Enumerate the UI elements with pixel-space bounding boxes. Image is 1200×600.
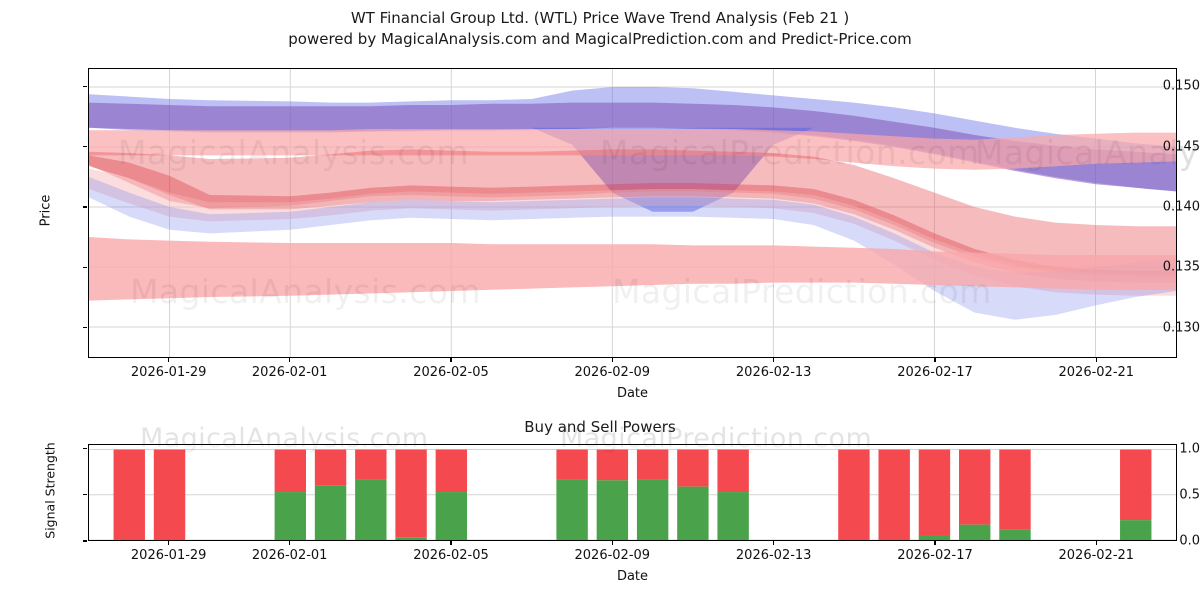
price-xtick-mark <box>934 358 936 362</box>
signal-chart-title: Buy and Sell Powers <box>524 418 676 436</box>
signal-ytick-label: 0.0 <box>1179 533 1200 549</box>
signal-axis-label-y: Signal Strength <box>42 441 58 539</box>
price-xtick-mark <box>611 358 613 362</box>
price-xtick-mark <box>773 358 775 362</box>
signal-xtick-label: 2026-02-05 <box>413 548 489 563</box>
price-ytick-mark <box>83 85 87 87</box>
signal-ytick-mark <box>83 448 87 450</box>
signal-xtick-mark <box>1095 541 1097 545</box>
signal-axis-label-x: Date <box>616 569 649 584</box>
signal-xtick-label: 2026-01-29 <box>130 548 207 563</box>
price-xtick-label: 2026-02-09 <box>574 365 651 380</box>
signal-xtick-mark <box>934 541 936 545</box>
signal-ytick-mark <box>83 540 87 542</box>
signal-xtick-mark <box>773 541 775 545</box>
signal-xtick-label: 2026-02-09 <box>574 548 651 563</box>
signal-xtick-label: 2026-02-13 <box>735 548 812 563</box>
price-xtick-mark <box>168 358 170 362</box>
price-xtick-label: 2026-02-13 <box>735 365 812 380</box>
price-xtick-mark <box>1095 358 1097 362</box>
signal-xtick-label: 2026-02-21 <box>1058 548 1135 563</box>
price-band-svg <box>89 69 1176 357</box>
price-xtick-label: 2026-02-21 <box>1058 365 1135 380</box>
signal-xtick-label: 2026-02-17 <box>897 548 973 563</box>
signal-xtick-mark <box>168 541 170 545</box>
signal-xtick-mark <box>611 541 613 545</box>
signal-xtick-mark <box>289 541 291 545</box>
price-ytick-mark <box>83 206 87 208</box>
price-ytick-label: 0.145 <box>1162 139 1200 154</box>
price-axis-label-x: Date <box>616 386 649 401</box>
price-xtick-label: 2026-02-17 <box>897 365 973 380</box>
price-xtick-label: 2026-02-05 <box>413 365 489 380</box>
price-xtick-mark <box>289 358 291 362</box>
price-ytick-label: 0.140 <box>1162 199 1200 215</box>
signal-ytick-label: 0.5 <box>1179 487 1200 503</box>
price-xtick-label: 2026-02-01 <box>251 365 328 380</box>
price-ytick-label: 0.135 <box>1162 259 1200 275</box>
buy-sell-powers-plot-area <box>88 444 1177 541</box>
price-ytick-mark <box>83 266 87 268</box>
signal-ytick-label: 1.0 <box>1179 441 1200 457</box>
page-title: WT Financial Group Ltd. (WTL) Price Wave… <box>350 9 850 27</box>
price-xtick-mark <box>450 358 452 362</box>
price-xtick-label: 2026-01-29 <box>130 365 207 380</box>
chart-title-block: WT Financial Group Ltd. (WTL) Price Wave… <box>0 8 1200 50</box>
signal-xtick-label: 2026-02-01 <box>251 548 328 563</box>
price-ytick-mark <box>83 327 87 329</box>
price-ytick-label: 0.130 <box>1162 320 1200 336</box>
page-subtitle: powered by MagicalAnalysis.com and Magic… <box>288 30 912 48</box>
signal-bars-svg <box>89 449 1176 540</box>
price-ytick-mark <box>83 145 87 148</box>
price-ytick-label: 0.150 <box>1162 78 1200 94</box>
signal-ytick-mark <box>83 494 87 496</box>
price-wave-chart-plot-area <box>88 68 1177 358</box>
signal-xtick-mark <box>450 541 452 545</box>
